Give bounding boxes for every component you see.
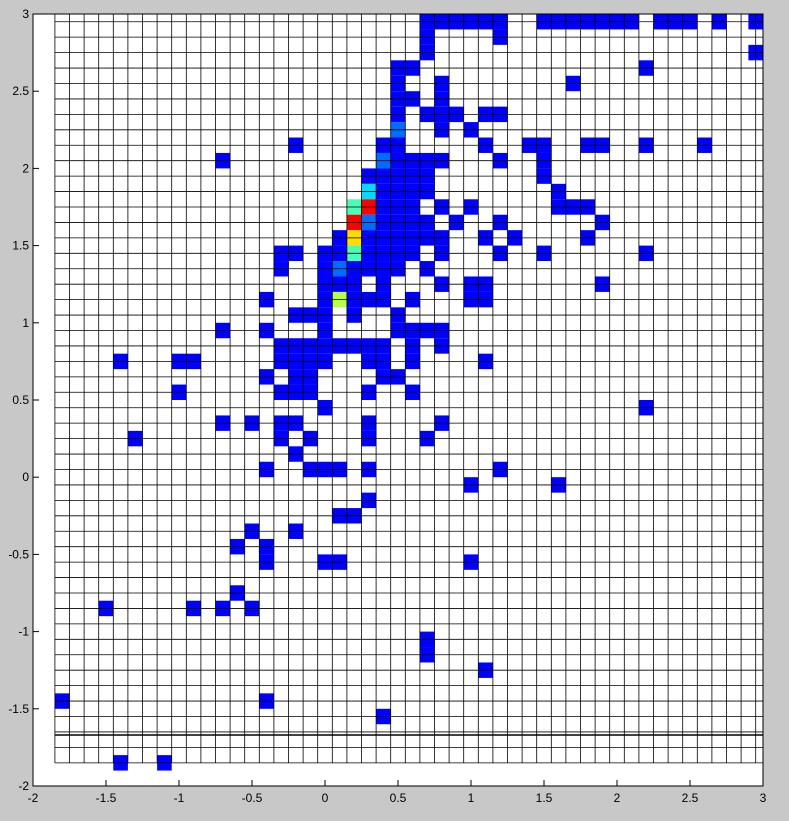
x-tick-label: 2 (614, 791, 621, 805)
y-tick-label: 1.5 (12, 239, 29, 253)
x-tick-label: 1 (468, 791, 475, 805)
axis-ticks: -2 -1.5 -1 -0.5 0 0.5 1 1.5 2 2.5 3 -2 -1.5 -1 -0.5 0 0.… (8, 7, 766, 805)
x-tick-label: 2.5 (682, 791, 699, 805)
y-tick-label: -1 (18, 625, 29, 639)
y-tick-label: 0 (22, 470, 29, 484)
x-tick-label: 1.5 (536, 791, 553, 805)
x-tick-label: -1.5 (96, 791, 117, 805)
grid-lines (54, 14, 763, 764)
x-tick-label: 3 (760, 791, 767, 805)
x-tick-label: -1 (174, 791, 185, 805)
y-tick-label: 0.5 (12, 393, 29, 407)
x-tick-label: -2 (28, 791, 39, 805)
y-tick-label: 2.5 (12, 84, 29, 98)
y-tick-label: 2 (22, 161, 29, 175)
x-tick-label: 0 (322, 791, 329, 805)
x-tick-label: 0.5 (390, 791, 407, 805)
y-tick-label: -0.5 (8, 547, 29, 561)
y-tick-label: 1 (22, 316, 29, 330)
y-tick-label: -2 (18, 779, 29, 793)
y-tick-label: -1.5 (8, 702, 29, 716)
y-tick-label: 3 (22, 7, 29, 21)
x-tick-label: -0.5 (242, 791, 263, 805)
